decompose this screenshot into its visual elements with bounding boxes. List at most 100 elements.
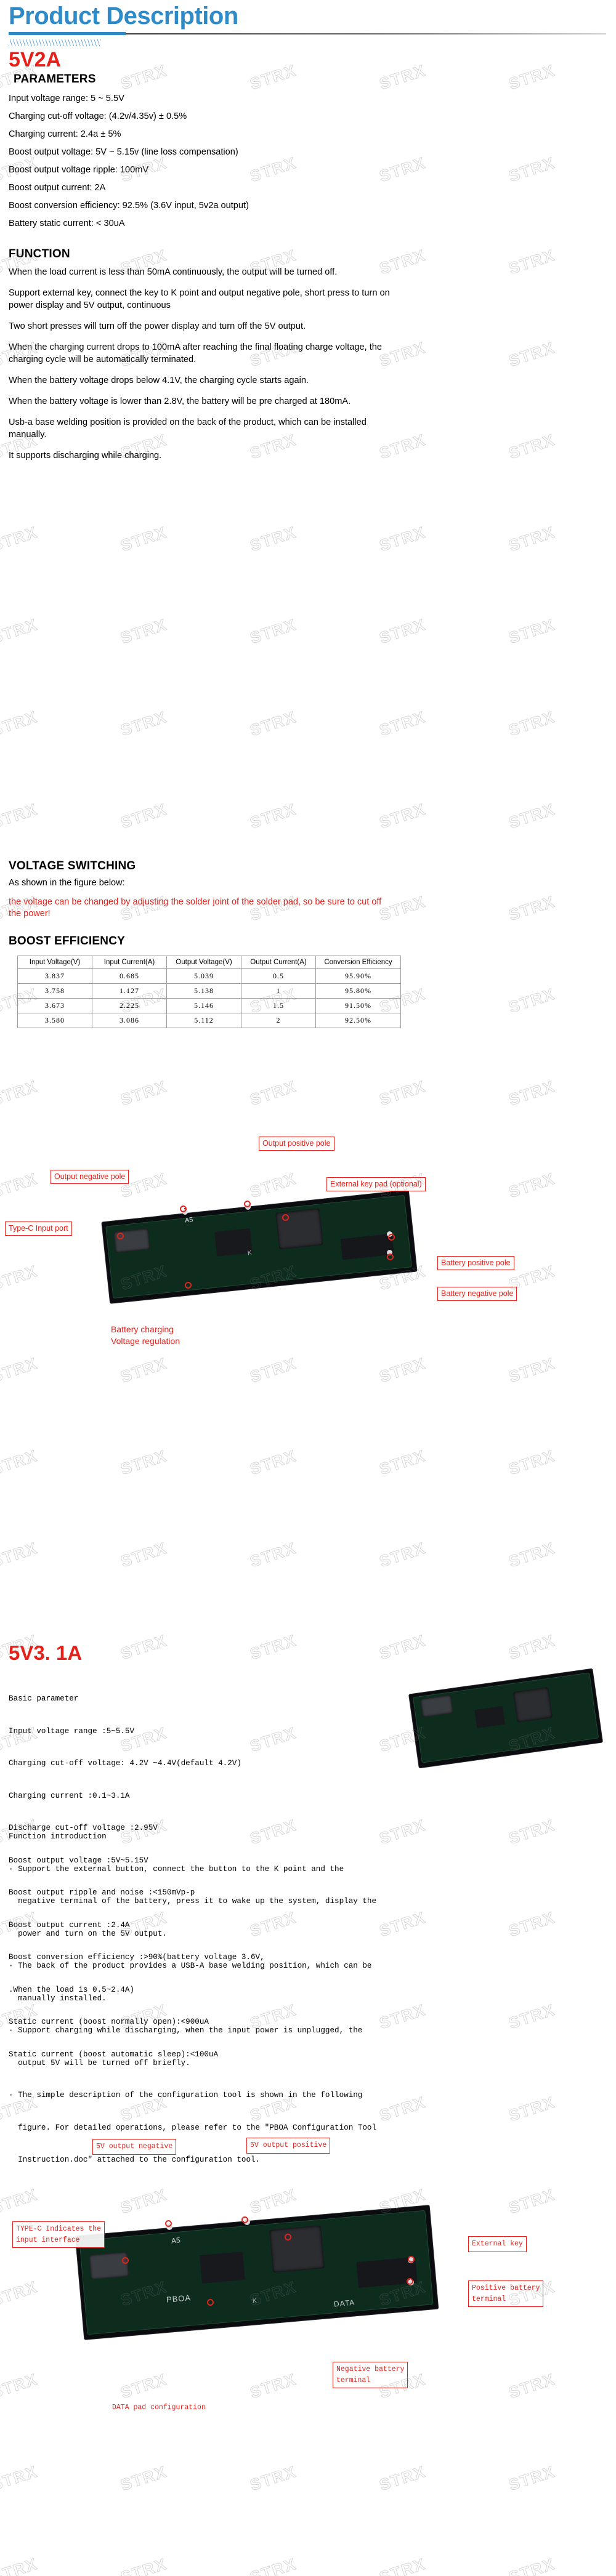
watermark-text: STRX bbox=[118, 1076, 170, 1109]
column-header: Input Voltage(V) bbox=[17, 956, 92, 969]
watermark-text: STRX bbox=[506, 1907, 558, 1941]
watermark-text: STRX bbox=[506, 984, 558, 1017]
function-item: It supports discharging while charging. bbox=[9, 451, 162, 461]
watermark-text: STRX bbox=[0, 1353, 40, 1387]
callout-batt-neg[interactable]: Negative battery terminal bbox=[333, 2362, 408, 2388]
watermark-text: STRX bbox=[248, 522, 299, 555]
spec-line: Battery static current: < 30uA bbox=[9, 219, 125, 228]
watermark-text: STRX bbox=[0, 614, 40, 648]
callout-out-pos[interactable]: 5V output positive bbox=[246, 2138, 331, 2154]
basic-parameter-line: Charging current :0.1~3.1A bbox=[9, 1791, 130, 1800]
table-cell: 1.5 bbox=[241, 998, 316, 1013]
callout-data-pad[interactable]: DATA pad configuration bbox=[112, 2402, 206, 2413]
watermark-text: STRX bbox=[377, 799, 429, 832]
pcb-green-layer bbox=[412, 1672, 599, 1763]
table-cell: 0.5 bbox=[241, 968, 316, 984]
table-cell: 3.673 bbox=[17, 998, 92, 1013]
table-cell: 3.086 bbox=[92, 1013, 167, 1028]
watermark-text: STRX bbox=[118, 1630, 170, 1664]
watermark-text: STRX bbox=[506, 614, 558, 648]
column-header: Conversion Efficiency bbox=[315, 956, 401, 969]
watermark-text: STRX bbox=[118, 2461, 170, 2495]
callout-external-key[interactable]: External key pad (optional) bbox=[326, 1177, 426, 1191]
callout-label: Battery positive pole bbox=[437, 1256, 514, 1270]
inductor-coil bbox=[275, 1208, 323, 1250]
page-header: Product Description bbox=[9, 2, 354, 30]
voltage-switching-heading: VOLTAGE SWITCHING bbox=[9, 859, 136, 872]
spec-line: Boost output voltage: 5V ~ 5.15v (line l… bbox=[9, 147, 238, 157]
callout-label: DATA pad configuration bbox=[112, 2404, 206, 2412]
callout-dot-batt-pos bbox=[408, 2256, 415, 2263]
watermark-text: STRX bbox=[118, 1538, 170, 1571]
function-introduction-line: power and turn on the 5V output. bbox=[9, 1929, 167, 1938]
callout-typec-input[interactable]: Type-C Input port bbox=[5, 1222, 72, 1236]
basic-parameter-line: Boost conversion efficiency :>90%(batter… bbox=[9, 1953, 265, 1962]
callout-dot-out-neg bbox=[165, 2220, 172, 2227]
table-cell: 1.127 bbox=[92, 983, 167, 999]
watermark-text: STRX bbox=[0, 2277, 40, 2310]
voltage-switching-warning: the voltage can be changed by adjusting … bbox=[9, 897, 382, 919]
table-cell: 1 bbox=[241, 983, 316, 999]
watermark-text: STRX bbox=[506, 707, 558, 740]
function-introduction-line: · Support charging while discharging, wh… bbox=[9, 2026, 363, 2035]
watermark-text: STRX bbox=[0, 2369, 40, 2402]
function-introduction-heading: Function introduction bbox=[9, 1832, 107, 1841]
table-cell: 91.50% bbox=[315, 998, 401, 1013]
watermark-text: STRX bbox=[248, 707, 299, 740]
column-header: Output Current(A) bbox=[241, 956, 316, 969]
table-row: 3.758 1.127 5.138 1 95.80% bbox=[17, 983, 401, 999]
watermark-text: STRX bbox=[0, 2184, 40, 2218]
callout-label: TYPE-C Indicates the input interface bbox=[12, 2221, 105, 2248]
function-introduction-line: manually installed. bbox=[9, 1994, 107, 2003]
watermark-text: STRX bbox=[248, 60, 299, 94]
boost-efficiency-table-wrap: Input Voltage(V) Input Current(A) Output… bbox=[17, 956, 401, 1028]
function-introduction-line: · The back of the product provides a USB… bbox=[9, 1962, 372, 1970]
watermark-text: STRX bbox=[118, 1353, 170, 1387]
callout-label: Battery negative pole bbox=[437, 1287, 517, 1301]
callout-output-negative[interactable]: Output negative pole bbox=[51, 1170, 129, 1184]
function-item: Usb-a base welding position is provided … bbox=[9, 417, 367, 440]
callout-external-key-b[interactable]: External key bbox=[468, 2236, 527, 2252]
callout-label: Positive battery terminal bbox=[468, 2280, 544, 2307]
callout-batt-pos[interactable]: Positive battery terminal bbox=[468, 2280, 544, 2307]
callout-label: 5V output negative bbox=[92, 2139, 177, 2155]
watermark-text: STRX bbox=[377, 614, 429, 648]
function-heading: FUNCTION bbox=[9, 248, 70, 260]
callout-dot-output-positive bbox=[244, 1201, 251, 1207]
function-introduction-line: · The simple description of the configur… bbox=[9, 2091, 363, 2099]
page-title: Product Description bbox=[9, 2, 238, 30]
column-header: Input Current(A) bbox=[92, 956, 167, 969]
watermark-text: STRX bbox=[506, 60, 558, 94]
callout-dot-external-key-b bbox=[285, 2234, 291, 2240]
callout-battery-positive[interactable]: Battery positive pole bbox=[437, 1256, 514, 1270]
inductor-coil bbox=[269, 2225, 325, 2273]
watermark-text: STRX bbox=[0, 522, 40, 555]
function-item: Two short presses will turn off the powe… bbox=[9, 321, 306, 331]
watermark-text: STRX bbox=[377, 522, 429, 555]
watermark-text: STRX bbox=[506, 1538, 558, 1571]
callout-label: Output positive pole bbox=[259, 1137, 334, 1151]
function-item: When the charging current drops to 100mA… bbox=[9, 342, 383, 364]
callout-dot-battery-negative bbox=[387, 1254, 394, 1260]
silkscreen-text: DATA bbox=[333, 2298, 355, 2309]
callout-out-neg[interactable]: 5V output negative bbox=[92, 2139, 177, 2155]
watermark-text: STRX bbox=[248, 2461, 299, 2495]
watermark-text: STRX bbox=[506, 2369, 558, 2402]
callout-output-positive[interactable]: Output positive pole bbox=[259, 1137, 334, 1151]
basic-parameter-line: Boost output current :2.4A bbox=[9, 1920, 130, 1930]
function-introduction-block: Function introduction · Support the exte… bbox=[9, 1810, 452, 2188]
spec-line: Input voltage range: 5 ~ 5.5V bbox=[9, 94, 124, 103]
callout-battery-negative[interactable]: Battery negative pole bbox=[437, 1287, 517, 1301]
watermark-text: STRX bbox=[0, 799, 40, 832]
callout-battery-charging[interactable]: Battery charging Voltage regulation bbox=[111, 1324, 180, 1347]
watermark-text: STRX bbox=[248, 1446, 299, 1479]
ic-chip bbox=[214, 1228, 253, 1257]
watermark-text: STRX bbox=[506, 1076, 558, 1109]
watermark-text: STRX bbox=[506, 245, 558, 278]
watermark-text: STRX bbox=[0, 1538, 40, 1571]
watermark-text: STRX bbox=[248, 0, 299, 1]
callout-typec-b[interactable]: TYPE-C Indicates the input interface bbox=[12, 2221, 105, 2248]
watermark-text: STRX bbox=[0, 707, 40, 740]
basic-parameter-line: Input voltage range :5~5.5V bbox=[9, 1726, 135, 1736]
